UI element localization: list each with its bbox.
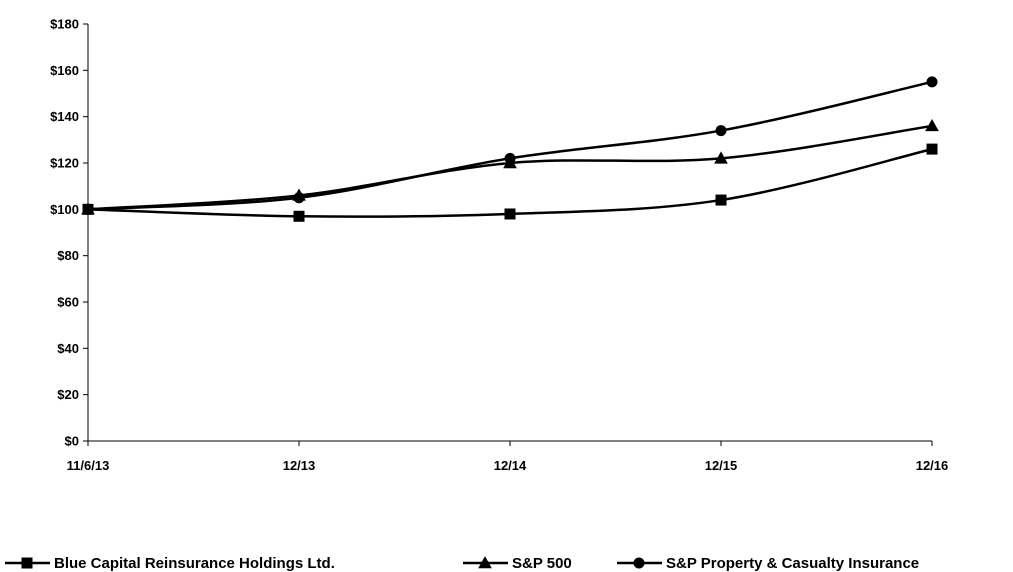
- data-point: [293, 192, 305, 204]
- y-tick-label: $100: [50, 202, 79, 217]
- data-point: [293, 210, 305, 222]
- legend-marker: [633, 557, 645, 569]
- legend-item: S&P Property & Casualty Insurance: [617, 555, 919, 572]
- x-tick-label: 12/16: [916, 458, 949, 473]
- y-tick-label: $60: [57, 295, 79, 310]
- y-tick-label: $40: [57, 341, 79, 356]
- y-tick-label: $80: [57, 248, 79, 263]
- legend-label: S&P 500: [512, 555, 572, 572]
- data-point: [504, 208, 516, 220]
- legend-label: Blue Capital Reinsurance Holdings Ltd.: [54, 555, 335, 572]
- series-triangle: [81, 119, 939, 215]
- data-point: [715, 125, 727, 137]
- data-point: [926, 143, 938, 155]
- x-axis-ticks: 11/6/13 12/13 12/14 12/15 12/16: [67, 441, 949, 473]
- series-line: [87, 80, 933, 211]
- series-circle: [82, 76, 938, 215]
- y-tick-label: $140: [50, 109, 79, 124]
- legend-item: S&P 500: [463, 555, 572, 572]
- data-point: [926, 76, 938, 88]
- y-tick-label: $20: [57, 387, 79, 402]
- y-axis-ticks: $0 $20 $40 $60 $80 $100 $120 $140 $160 $180: [50, 17, 88, 449]
- legend-item: Blue Capital Reinsurance Holdings Ltd.: [5, 555, 335, 572]
- y-tick-label: $0: [65, 434, 79, 449]
- legend-label: S&P Property & Casualty Insurance: [666, 555, 919, 572]
- y-tick-label: $160: [50, 63, 79, 78]
- x-tick-label: 12/13: [283, 458, 316, 473]
- y-tick-label: $180: [50, 17, 79, 32]
- chart-legend: Blue Capital Reinsurance Holdings Ltd. S&…: [5, 555, 919, 572]
- data-point: [82, 203, 94, 215]
- x-tick-label: 12/14: [494, 458, 527, 473]
- data-point: [504, 152, 516, 164]
- y-tick-label: $120: [50, 156, 79, 171]
- x-tick-label: 11/6/13: [67, 458, 110, 473]
- x-tick-label: 12/15: [705, 458, 738, 473]
- chart-series: [81, 76, 939, 222]
- legend-marker: [21, 557, 33, 569]
- data-point: [925, 119, 939, 132]
- legend-marker: [478, 556, 492, 569]
- chart-axes: [87, 24, 932, 442]
- data-point: [714, 151, 728, 164]
- data-point: [715, 194, 727, 206]
